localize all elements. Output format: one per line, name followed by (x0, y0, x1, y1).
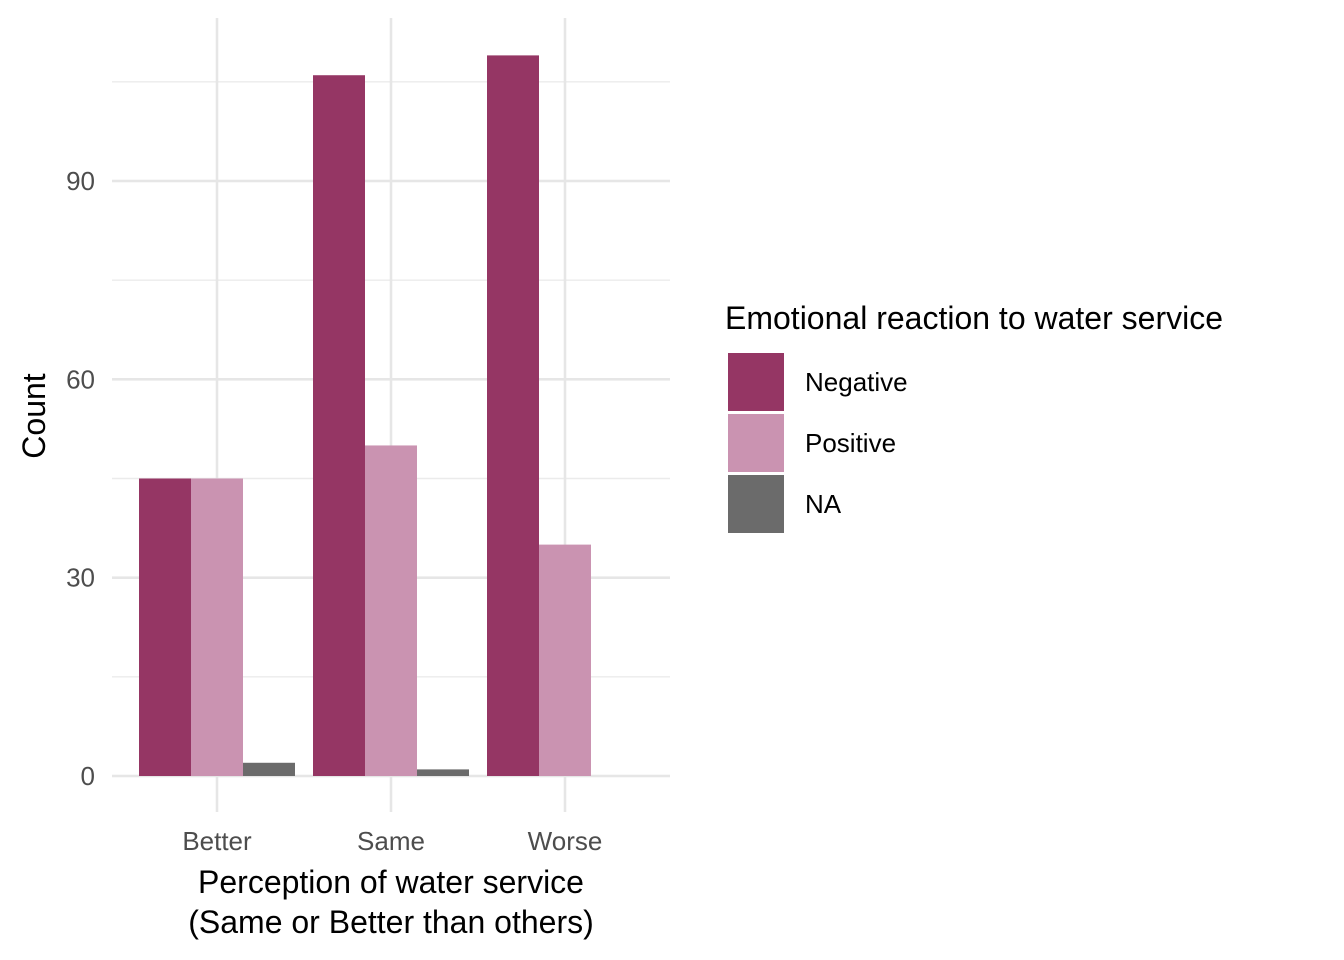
bar-same-positive (365, 445, 417, 776)
bar-worse-negative (487, 55, 539, 776)
y-axis-ticks: 0 30 60 90 (66, 166, 95, 791)
legend: Emotional reaction to water service Nega… (725, 300, 1223, 533)
y-tick-label: 60 (66, 364, 95, 394)
bar-same-na (417, 769, 469, 776)
x-axis-title-line-2: (Same or Better than others) (188, 904, 594, 940)
bar-better-na (243, 762, 295, 776)
y-tick-label: 30 (66, 563, 95, 593)
bar-better-positive (191, 478, 243, 776)
legend-label-negative: Negative (805, 367, 908, 397)
y-tick-label: 0 (81, 761, 95, 791)
legend-key-positive (728, 414, 784, 472)
legend-key-na (728, 475, 784, 533)
legend-key-negative (728, 353, 784, 411)
legend-items: Negative Positive NA (728, 353, 908, 533)
x-axis-ticks: Better Same Worse (182, 826, 602, 856)
x-tick-label: Same (357, 826, 425, 856)
legend-label-na: NA (805, 489, 842, 519)
x-axis-title-line-1: Perception of water service (198, 864, 584, 900)
bar-worse-positive (539, 544, 591, 776)
legend-title: Emotional reaction to water service (725, 300, 1223, 336)
bars (139, 55, 591, 776)
bar-better-negative (139, 478, 191, 776)
legend-label-positive: Positive (805, 428, 896, 458)
x-tick-label: Better (182, 826, 252, 856)
y-axis-title: Count (16, 373, 52, 459)
y-tick-label: 90 (66, 166, 95, 196)
bar-same-negative (313, 75, 365, 776)
x-tick-label: Worse (528, 826, 603, 856)
